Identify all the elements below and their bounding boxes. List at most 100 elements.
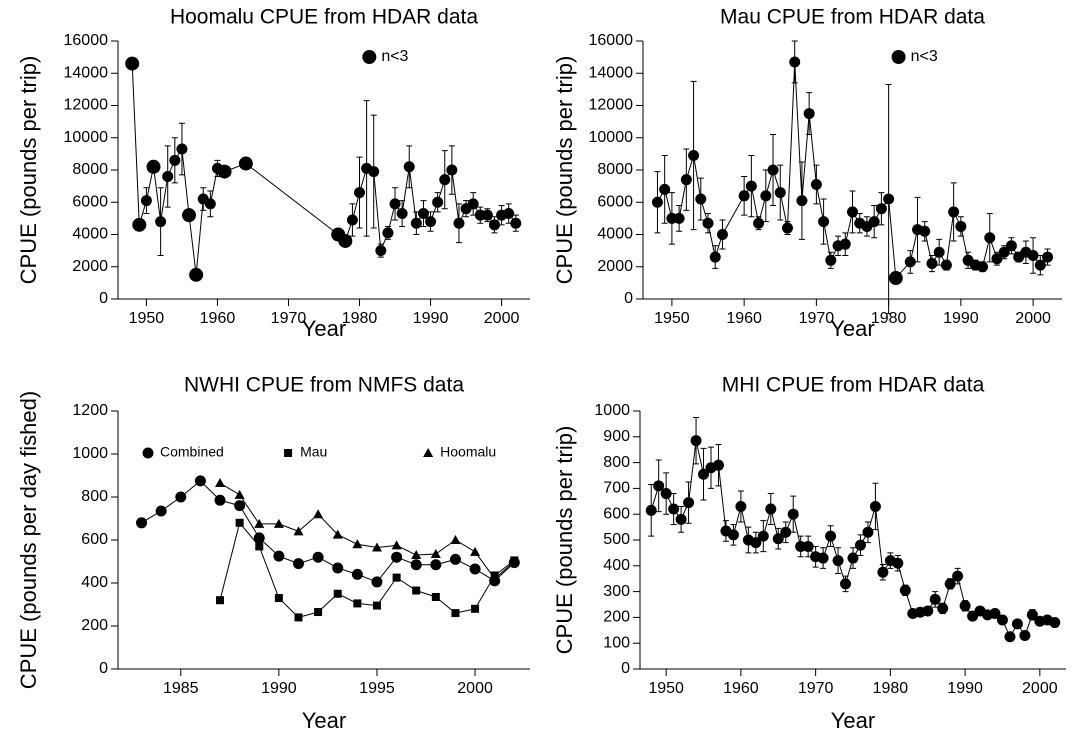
marker xyxy=(772,533,784,545)
connector xyxy=(195,198,204,275)
marker xyxy=(952,570,964,582)
legend-label: n<3 xyxy=(381,48,408,65)
marker xyxy=(753,217,765,229)
x-tick-label: 2000 xyxy=(457,680,493,697)
marker xyxy=(410,559,422,571)
connector xyxy=(740,506,749,541)
marker xyxy=(162,170,174,182)
marker xyxy=(1005,240,1017,252)
x-tick-label: 1980 xyxy=(342,310,378,327)
x-tick-label: 1990 xyxy=(261,680,297,697)
marker xyxy=(234,500,246,512)
marker xyxy=(175,491,187,503)
y-tick-label: 0 xyxy=(624,290,633,307)
x-tick-label: 1990 xyxy=(943,310,979,327)
marker xyxy=(780,526,792,538)
connector xyxy=(693,155,702,200)
marker xyxy=(471,604,480,613)
marker xyxy=(680,174,692,186)
marker xyxy=(1011,618,1023,630)
marker xyxy=(314,608,323,617)
marker xyxy=(840,578,852,590)
marker xyxy=(675,513,687,525)
marker xyxy=(869,500,881,512)
marker xyxy=(451,609,460,618)
y-tick-label: 6000 xyxy=(72,193,108,210)
connector xyxy=(808,113,817,185)
marker xyxy=(214,494,226,506)
marker xyxy=(944,578,956,590)
marker xyxy=(453,217,465,229)
marker xyxy=(446,164,458,176)
y-tick-label: 700 xyxy=(603,480,630,497)
y-tick-label: 1000 xyxy=(594,402,630,419)
connector xyxy=(376,577,397,606)
marker xyxy=(991,253,1003,265)
legend-marker xyxy=(423,448,434,457)
marker xyxy=(467,198,479,210)
connector xyxy=(401,166,410,214)
connector xyxy=(717,465,727,532)
marker xyxy=(695,193,707,205)
marker xyxy=(875,203,887,215)
x-tick-label: 1985 xyxy=(163,680,199,697)
x-axis-label: Year xyxy=(831,708,875,733)
connector xyxy=(239,505,260,539)
marker xyxy=(690,435,702,447)
marker xyxy=(1004,631,1016,643)
connector xyxy=(258,546,280,599)
marker xyxy=(877,566,889,578)
marker xyxy=(712,459,724,471)
marker xyxy=(810,179,822,191)
connector xyxy=(245,163,339,235)
connector xyxy=(376,544,397,549)
marker xyxy=(372,601,381,610)
marker xyxy=(136,517,148,529)
y-tick-label: 400 xyxy=(603,557,630,574)
connector xyxy=(678,179,687,219)
y-tick-label: 100 xyxy=(603,634,630,651)
marker xyxy=(368,166,380,178)
connector xyxy=(786,61,796,229)
marker xyxy=(727,529,739,541)
x-tick-label: 2000 xyxy=(1022,680,1058,697)
marker xyxy=(660,488,672,500)
marker xyxy=(1034,259,1046,271)
connector xyxy=(695,440,705,475)
marker xyxy=(396,208,408,220)
marker xyxy=(818,216,830,228)
y-tick-label: 12000 xyxy=(64,97,109,114)
connector xyxy=(801,113,810,201)
marker xyxy=(312,551,324,563)
connector xyxy=(779,192,788,229)
connector xyxy=(416,553,436,556)
marker xyxy=(645,504,657,516)
marker xyxy=(659,183,671,195)
marker xyxy=(375,245,387,257)
marker xyxy=(1027,249,1039,261)
marker xyxy=(217,164,232,179)
marker xyxy=(146,159,161,174)
y-axis-label: CPUE (pounds per trip) xyxy=(552,56,577,285)
y-tick-label: 500 xyxy=(603,531,630,548)
x-tick-label: 2000 xyxy=(484,310,520,327)
marker xyxy=(352,539,363,549)
marker xyxy=(929,593,941,605)
y-axis-label: CPUE (pounds per day fished) xyxy=(16,391,41,689)
marker xyxy=(469,563,481,575)
marker xyxy=(371,542,382,552)
marker xyxy=(254,518,265,528)
marker xyxy=(868,216,880,228)
connector xyxy=(888,198,897,279)
marker xyxy=(216,596,225,605)
marker xyxy=(904,256,916,268)
marker xyxy=(430,548,441,558)
marker xyxy=(253,532,265,544)
connector xyxy=(357,543,378,549)
marker xyxy=(439,174,451,186)
marker xyxy=(382,227,394,239)
marker xyxy=(189,267,204,282)
marker xyxy=(977,261,989,273)
y-tick-label: 300 xyxy=(603,583,630,600)
marker xyxy=(255,542,264,551)
